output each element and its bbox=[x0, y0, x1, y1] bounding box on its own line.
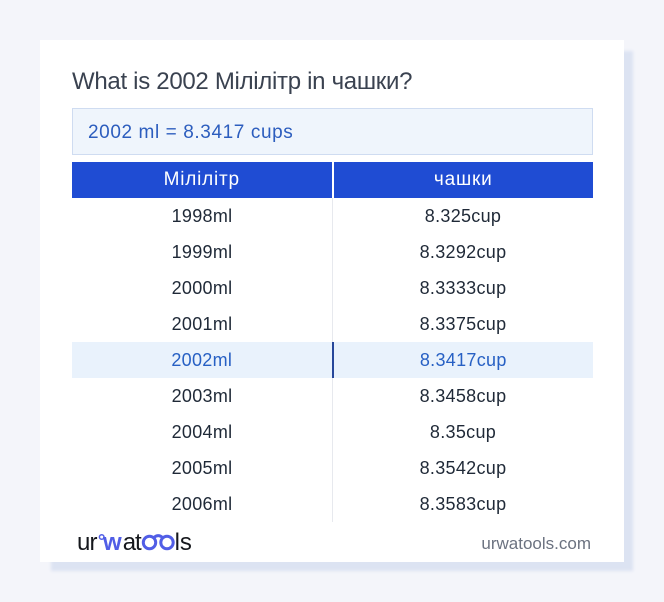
svg-text:t: t bbox=[135, 529, 142, 556]
svg-text:a: a bbox=[123, 529, 137, 556]
svg-text:ur: ur bbox=[77, 529, 98, 556]
svg-text:w: w bbox=[102, 529, 122, 556]
svg-text:ls: ls bbox=[175, 529, 192, 556]
